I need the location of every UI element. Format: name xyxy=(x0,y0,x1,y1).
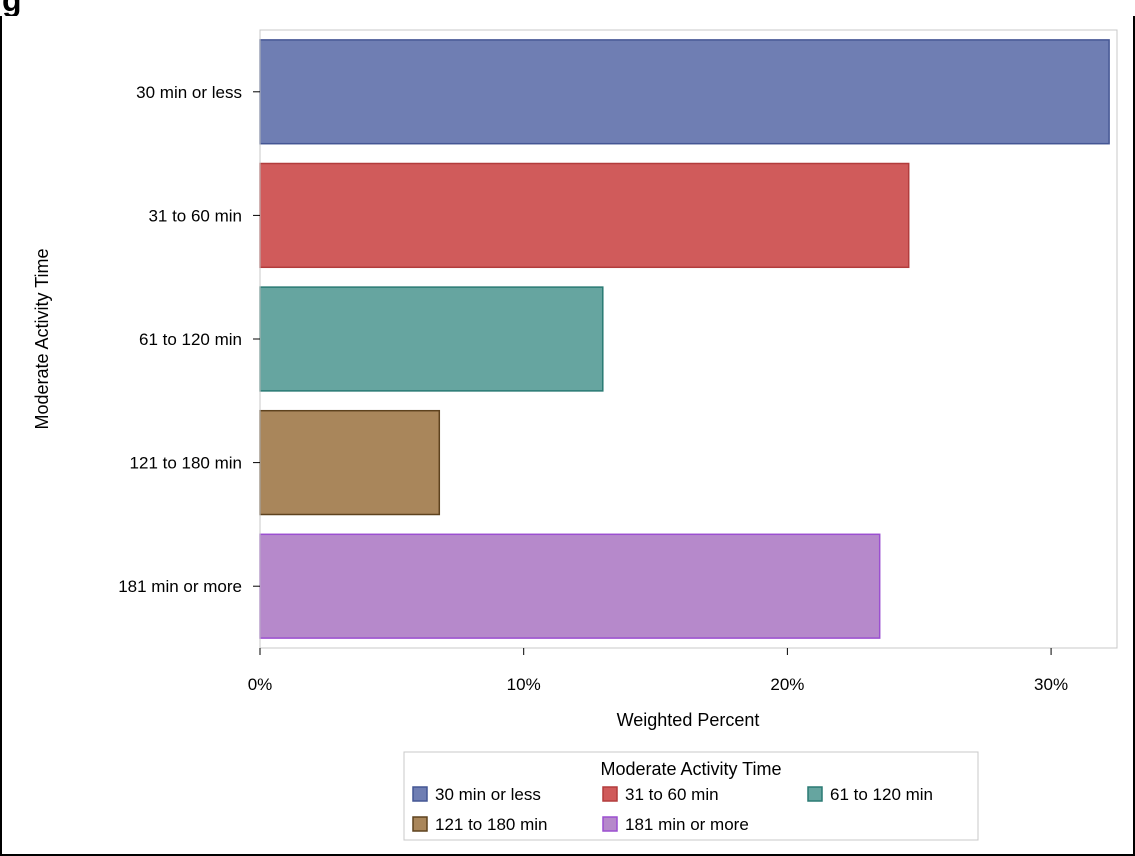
chart-frame xyxy=(0,16,1135,856)
page-title: g xyxy=(0,0,1135,16)
legend-label: 31 to 60 min xyxy=(625,785,719,804)
y-tick-label: 31 to 60 min xyxy=(148,206,242,225)
x-tick-label: 0% xyxy=(248,675,273,694)
bar-2 xyxy=(259,162,910,269)
legend-items-group: 30 min or less 31 to 60 min 61 to 120 min 1… xyxy=(412,785,933,834)
y-tick-label: 30 min or less xyxy=(136,83,242,102)
x-axis-label: Weighted Percent xyxy=(617,710,760,730)
legend-swatch xyxy=(602,816,618,832)
y-axis-label: Moderate Activity Time xyxy=(32,248,52,429)
bar-5 xyxy=(259,533,881,639)
y-tick-label: 121 to 180 min xyxy=(130,454,242,473)
legend-swatch xyxy=(412,786,428,802)
x-tick-label: 30% xyxy=(1034,675,1068,694)
bar-1 xyxy=(259,39,1110,145)
x-tick-label: 20% xyxy=(770,675,804,694)
x-tick-label: 10% xyxy=(507,675,541,694)
legend-box xyxy=(403,751,979,841)
bars-group xyxy=(259,39,1110,639)
bar-4 xyxy=(259,409,441,516)
legend-label: 61 to 120 min xyxy=(830,785,933,804)
legend-label: 181 min or more xyxy=(625,815,749,834)
legend-swatch xyxy=(602,786,618,802)
bar-3 xyxy=(259,286,604,392)
legend-title: Moderate Activity Time xyxy=(600,759,781,779)
legend-label: 30 min or less xyxy=(435,785,541,804)
y-tick-label: 61 to 120 min xyxy=(139,330,242,349)
y-tick-label: 181 min or more xyxy=(118,577,242,596)
page-title-text: g xyxy=(2,0,22,16)
legend-swatch xyxy=(807,786,823,802)
legend-swatch xyxy=(412,816,428,832)
legend-label: 121 to 180 min xyxy=(435,815,547,834)
y-ticks-group: 30 min or less 31 to 60 min 61 to 120 min 1… xyxy=(118,83,260,596)
legend: Moderate Activity Time 30 min or less 31 … xyxy=(403,751,979,841)
x-ticks-group: 0% 10% 20% 30% xyxy=(248,648,1068,694)
